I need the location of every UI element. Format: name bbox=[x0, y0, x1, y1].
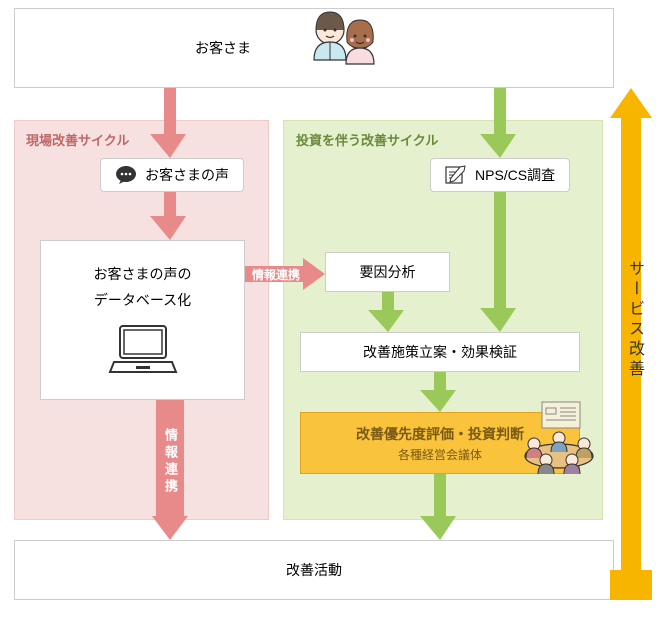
eval-line1: 改善優先度評価・投資判断 bbox=[356, 424, 524, 444]
nps-pill: NPS/CS調査 bbox=[430, 158, 570, 192]
left-panel-title: 現場改善サイクル bbox=[26, 130, 129, 149]
service-label: サービス改善 bbox=[622, 260, 646, 380]
voice-pill: お客さまの声 bbox=[100, 158, 244, 192]
link-label-h: 情報連携 bbox=[248, 266, 304, 283]
activity-box: 改善活動 bbox=[14, 540, 614, 600]
db-line2: データベース化 bbox=[94, 290, 191, 310]
couple-icon bbox=[300, 2, 390, 92]
speech-icon bbox=[115, 165, 137, 185]
eval-line2: 各種経営会議体 bbox=[398, 446, 482, 463]
factor-box: 要因分析 bbox=[325, 252, 450, 292]
survey-icon bbox=[445, 165, 467, 185]
plan-label: 改善施策立案・効果検証 bbox=[363, 342, 517, 362]
meeting-icon bbox=[514, 398, 604, 478]
arrow-plan-eval bbox=[420, 372, 460, 412]
db-line1: お客さまの声の bbox=[94, 264, 192, 284]
laptop-icon bbox=[108, 322, 178, 376]
arrow-top-left bbox=[150, 88, 190, 158]
arrow-top-right bbox=[480, 88, 520, 158]
factor-label: 要因分析 bbox=[360, 262, 416, 282]
nps-label: NPS/CS調査 bbox=[475, 165, 555, 185]
database-box: お客さまの声の データベース化 bbox=[40, 240, 245, 400]
link-label-v: 情報連携 bbox=[161, 428, 180, 496]
plan-box: 改善施策立案・効果検証 bbox=[300, 332, 580, 372]
arrow-factor-plan bbox=[368, 292, 408, 332]
diagram-canvas: お客さま 現場改善サイクル 投資を伴う改善サイクル お客さまの声 bbox=[0, 0, 660, 631]
arrow-eval-bottom bbox=[420, 474, 460, 540]
arrow-nps-plan bbox=[480, 192, 520, 332]
arrow-voice-db bbox=[150, 192, 190, 240]
right-panel-title: 投資を伴う改善サイクル bbox=[296, 130, 438, 149]
activity-label: 改善活動 bbox=[286, 560, 342, 580]
customer-label: お客さま bbox=[195, 38, 251, 58]
voice-label: お客さまの声 bbox=[145, 165, 229, 185]
